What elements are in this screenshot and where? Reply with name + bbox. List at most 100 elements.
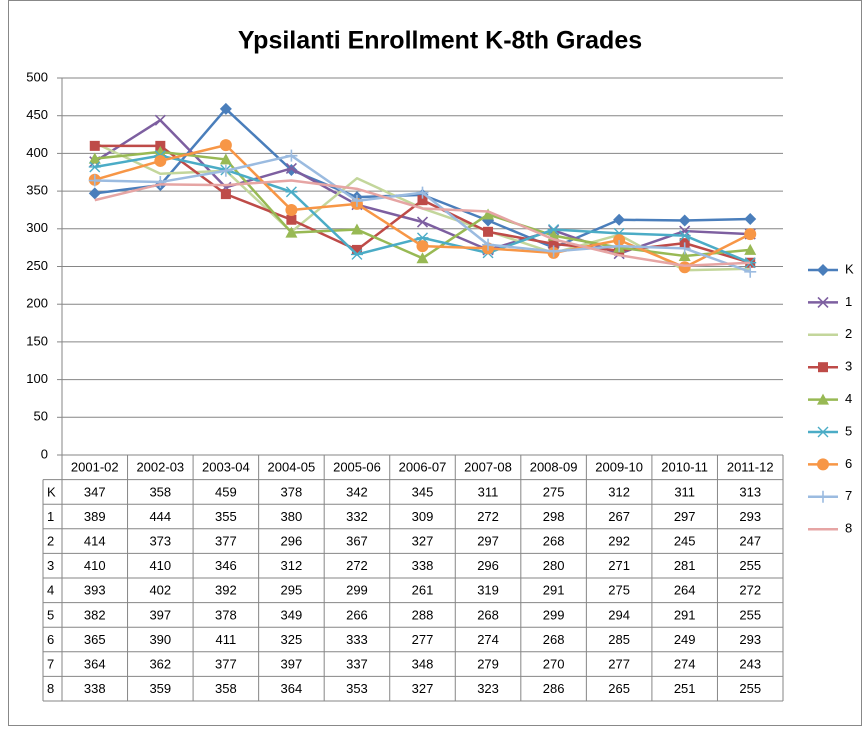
y-tick-label: 450 bbox=[26, 107, 48, 122]
table-cell: 355 bbox=[215, 509, 237, 524]
table-row-label: 8 bbox=[47, 681, 54, 696]
y-tick-label: 400 bbox=[26, 145, 48, 160]
table-cell: 312 bbox=[281, 558, 303, 573]
marker bbox=[416, 240, 429, 253]
table-cell: 364 bbox=[84, 657, 106, 672]
table-cell: 255 bbox=[739, 607, 761, 622]
marker bbox=[482, 238, 495, 251]
table-cell: 297 bbox=[477, 534, 499, 549]
table-cell: 364 bbox=[281, 681, 303, 696]
table-cell: 261 bbox=[412, 583, 434, 598]
table-cell: 268 bbox=[477, 607, 499, 622]
marker bbox=[678, 230, 691, 242]
table-cell: 251 bbox=[674, 681, 696, 696]
table-cell: 333 bbox=[346, 632, 368, 647]
table-cell: 249 bbox=[674, 632, 696, 647]
table-cell: 410 bbox=[149, 558, 171, 573]
table-cell: 377 bbox=[215, 534, 237, 549]
table-cell: 297 bbox=[674, 509, 696, 524]
table-cell: 327 bbox=[412, 681, 434, 696]
table-cell: 414 bbox=[84, 534, 106, 549]
y-tick-label: 200 bbox=[26, 296, 48, 311]
table-row-label: 6 bbox=[47, 632, 54, 647]
table-cell: 270 bbox=[543, 657, 565, 672]
table-cell: 299 bbox=[346, 583, 368, 598]
table-cell: 325 bbox=[281, 632, 303, 647]
marker bbox=[817, 426, 829, 438]
table-cell: 367 bbox=[346, 534, 368, 549]
series bbox=[88, 149, 757, 278]
x-tick-label: 2009-10 bbox=[595, 460, 643, 475]
table-cell: 281 bbox=[674, 558, 696, 573]
marker bbox=[678, 249, 691, 261]
marker bbox=[678, 261, 691, 274]
table-cell: 272 bbox=[346, 558, 368, 573]
marker bbox=[416, 186, 429, 199]
table-cell: 397 bbox=[281, 657, 303, 672]
table-cell: 291 bbox=[543, 583, 565, 598]
y-tick-label: 500 bbox=[26, 69, 48, 84]
table-cell: 349 bbox=[281, 607, 303, 622]
table-cell: 285 bbox=[608, 632, 630, 647]
table-row-label: 7 bbox=[47, 657, 54, 672]
table-cell: 411 bbox=[215, 632, 236, 647]
table-row-label: K bbox=[47, 484, 56, 499]
table-cell: 332 bbox=[346, 509, 368, 524]
table-cell: 274 bbox=[477, 632, 499, 647]
table-cell: 373 bbox=[149, 534, 171, 549]
table-cell: 327 bbox=[412, 534, 434, 549]
table-cell: 293 bbox=[739, 632, 761, 647]
table-cell: 277 bbox=[608, 657, 630, 672]
table-cell: 271 bbox=[608, 558, 630, 573]
x-tick-label: 2008-09 bbox=[530, 460, 578, 475]
marker bbox=[351, 244, 362, 255]
marker bbox=[817, 393, 829, 405]
table-cell: 286 bbox=[543, 681, 565, 696]
chart-title: Ypsilanti Enrollment K-8th Grades bbox=[238, 27, 642, 55]
y-tick-label: 300 bbox=[26, 220, 48, 235]
x-tick-label: 2002-03 bbox=[136, 460, 184, 475]
marker bbox=[744, 265, 757, 278]
legend-label: 4 bbox=[845, 391, 852, 406]
marker bbox=[613, 213, 626, 226]
table-cell: 280 bbox=[543, 558, 565, 573]
marker bbox=[285, 149, 298, 162]
table-cell: 402 bbox=[149, 583, 171, 598]
marker bbox=[89, 140, 100, 151]
marker bbox=[416, 216, 429, 228]
legend-label: 5 bbox=[845, 423, 852, 438]
marker bbox=[483, 226, 494, 237]
table-cell: 272 bbox=[477, 509, 499, 524]
table-cell: 377 bbox=[215, 657, 237, 672]
table-cell: 393 bbox=[84, 583, 106, 598]
y-tick-label: 150 bbox=[26, 333, 48, 348]
marker bbox=[817, 490, 829, 503]
table-cell: 313 bbox=[739, 484, 761, 499]
table-cell: 265 bbox=[608, 681, 630, 696]
marker bbox=[678, 242, 691, 255]
marker bbox=[416, 252, 429, 264]
marker bbox=[219, 164, 232, 177]
x-tick-label: 2007-08 bbox=[464, 460, 512, 475]
series bbox=[94, 179, 751, 267]
table-cell: 293 bbox=[739, 509, 761, 524]
table-cell: 410 bbox=[84, 558, 106, 573]
table-cell: 255 bbox=[739, 681, 761, 696]
table-cell: 267 bbox=[608, 509, 630, 524]
marker bbox=[285, 163, 298, 176]
table-cell: 311 bbox=[674, 484, 695, 499]
x-tick-label: 2011-12 bbox=[727, 460, 774, 475]
table-cell: 266 bbox=[346, 607, 368, 622]
x-tick-label: 2004-05 bbox=[268, 460, 316, 475]
marker bbox=[547, 245, 560, 258]
table-cell: 298 bbox=[543, 509, 565, 524]
table-cell: 312 bbox=[608, 484, 630, 499]
marker bbox=[154, 145, 167, 157]
marker bbox=[88, 174, 101, 187]
table-cell: 382 bbox=[84, 607, 106, 622]
table-cell: 255 bbox=[739, 558, 761, 573]
marker bbox=[744, 212, 757, 225]
table-cell: 346 bbox=[215, 558, 237, 573]
